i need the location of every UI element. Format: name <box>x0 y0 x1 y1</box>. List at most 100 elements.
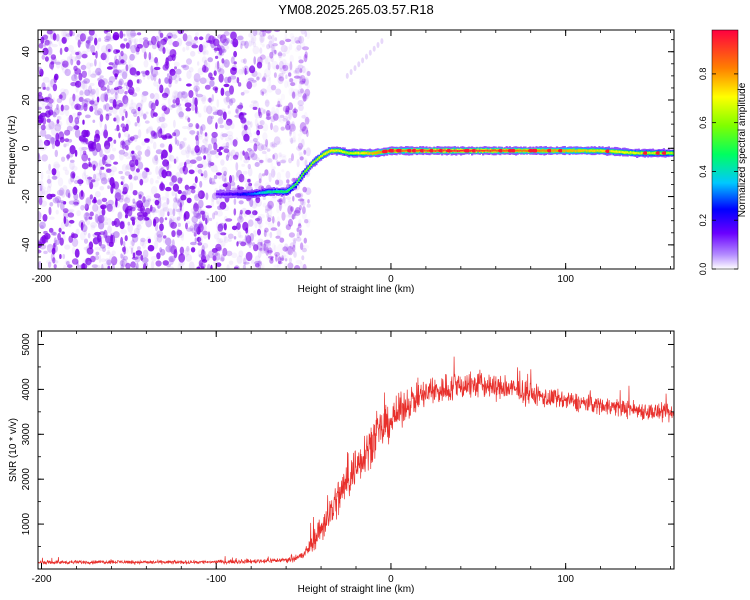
noise-point <box>264 89 268 96</box>
noise-point <box>41 47 48 55</box>
snr-series-line <box>38 356 674 566</box>
noise-point <box>198 259 203 267</box>
noise-point <box>253 230 257 237</box>
noise-point <box>149 93 155 99</box>
noise-point <box>168 244 175 253</box>
noise-point <box>203 170 208 179</box>
colorbar-tick-label: 0.0 <box>698 263 708 276</box>
noise-point <box>74 123 78 130</box>
noise-point <box>61 30 67 38</box>
noise-point <box>57 232 61 241</box>
noise-point <box>260 37 264 42</box>
noise-point <box>221 62 225 69</box>
noise-point <box>216 227 223 235</box>
noise-point <box>109 154 115 161</box>
trace-cell <box>250 192 253 195</box>
noise-point <box>181 64 187 68</box>
noise-point <box>68 190 72 198</box>
noise-point <box>174 136 178 145</box>
noise-point <box>185 222 188 230</box>
noise-point <box>222 45 230 50</box>
noise-point <box>289 122 294 127</box>
noise-point <box>254 255 261 264</box>
noise-point <box>296 76 303 83</box>
noise-point <box>116 86 123 90</box>
noise-point <box>306 129 309 138</box>
noise-point <box>160 42 164 50</box>
noise-point <box>59 47 63 56</box>
noise-point <box>142 39 150 49</box>
noise-point <box>353 65 357 72</box>
noise-point <box>193 78 199 88</box>
noise-point <box>271 49 277 56</box>
noise-point <box>303 149 307 155</box>
noise-point <box>280 93 286 101</box>
noise-point <box>300 30 306 35</box>
noise-point <box>142 196 146 203</box>
trace-cell <box>610 150 614 152</box>
noise-point <box>196 81 200 86</box>
noise-point <box>198 113 202 118</box>
noise-point <box>110 234 113 244</box>
noise-point <box>127 223 133 233</box>
noise-point <box>158 30 164 40</box>
noise-point <box>208 250 214 259</box>
noise-point <box>290 82 296 87</box>
noise-point <box>70 82 77 87</box>
noise-point <box>62 65 68 74</box>
noise-point <box>197 169 203 175</box>
noise-point <box>205 254 210 261</box>
trace-cell <box>272 191 275 194</box>
noise-point <box>247 178 251 183</box>
snr-xtick-label: -100 <box>206 574 226 585</box>
noise-point <box>299 128 305 133</box>
noise-point <box>291 238 297 242</box>
noise-point <box>248 33 253 38</box>
noise-point <box>100 244 106 249</box>
noise-point <box>140 99 144 107</box>
noise-point <box>245 235 252 244</box>
noise-point <box>247 120 250 126</box>
trace-cell <box>235 193 238 196</box>
colorbar-tick-label: 0.8 <box>698 68 708 81</box>
noise-point <box>92 70 99 76</box>
noise-point <box>85 197 92 206</box>
trace-cell <box>332 149 335 152</box>
noise-point <box>281 53 286 57</box>
noise-point <box>215 122 218 130</box>
noise-point <box>94 37 98 46</box>
noise-point <box>52 122 59 127</box>
noise-point <box>162 234 167 244</box>
trace-cell <box>316 158 320 161</box>
noise-point <box>204 132 209 142</box>
noise-point <box>228 98 234 106</box>
noise-point <box>162 202 168 211</box>
noise-point <box>179 162 186 167</box>
noise-point <box>291 79 298 87</box>
noise-point <box>179 246 185 255</box>
noise-point <box>174 74 181 82</box>
noise-point <box>288 218 293 227</box>
noise-point <box>264 57 269 65</box>
noise-point <box>244 40 249 49</box>
noise-point <box>101 197 108 203</box>
trace-cell <box>496 149 499 152</box>
noise-point <box>87 157 91 162</box>
noise-point <box>219 113 223 118</box>
trace-peak <box>465 148 471 153</box>
noise-point <box>289 137 294 144</box>
noise-point <box>141 112 145 116</box>
trace-cell <box>324 152 327 155</box>
noise-point <box>136 246 141 251</box>
noise-point <box>226 250 233 257</box>
noise-point <box>289 122 296 127</box>
noise-point <box>121 68 128 78</box>
trace-cell <box>277 190 280 193</box>
noise-point <box>107 225 112 234</box>
noise-point <box>76 105 79 110</box>
trace-cell <box>434 150 437 152</box>
noise-point <box>273 136 281 145</box>
noise-point <box>156 175 161 180</box>
trace-cell <box>309 165 312 168</box>
noise-point <box>271 141 276 149</box>
